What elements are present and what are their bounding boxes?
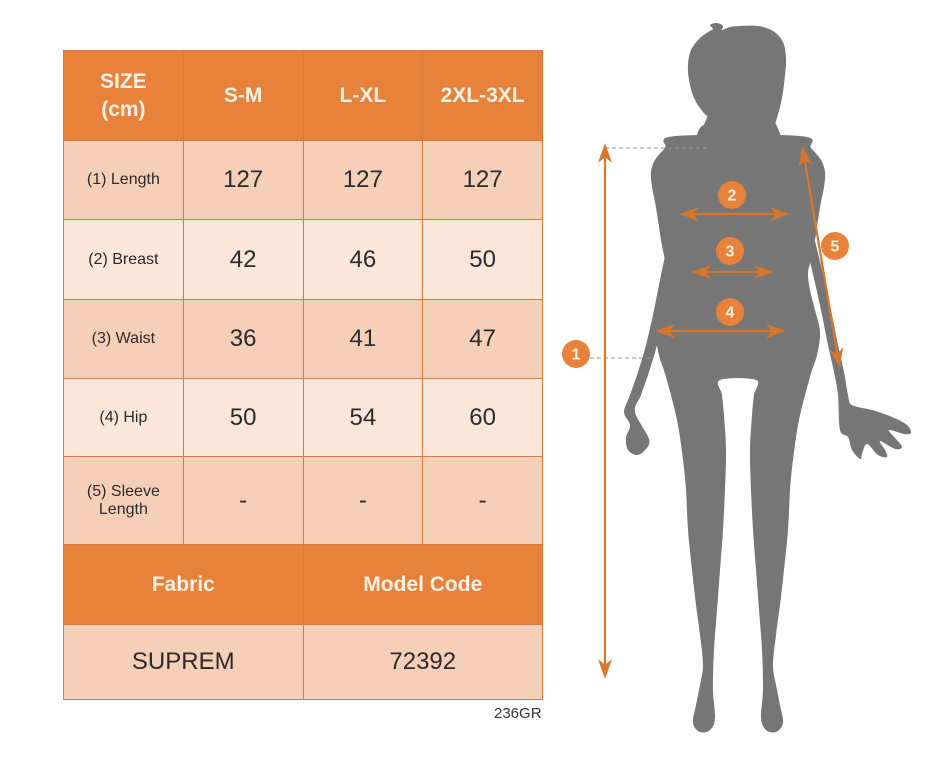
svg-text:2: 2 <box>728 188 737 205</box>
svg-text:5: 5 <box>831 239 840 256</box>
svg-text:4: 4 <box>726 305 735 322</box>
svg-text:1: 1 <box>572 347 581 364</box>
svg-text:3: 3 <box>726 244 735 261</box>
